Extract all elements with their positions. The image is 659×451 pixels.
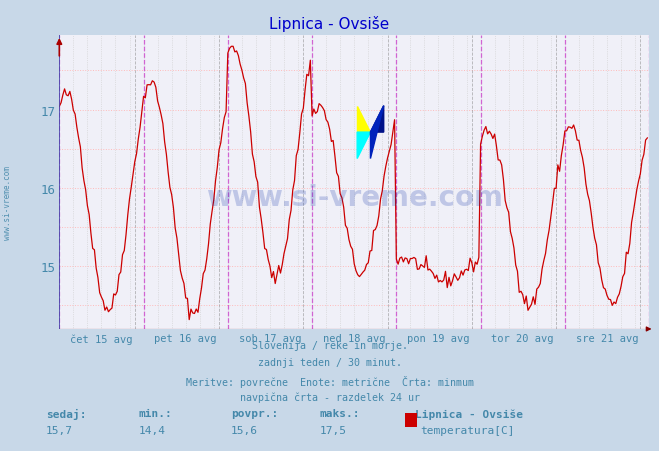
Text: Slovenija / reke in morje.: Slovenija / reke in morje. [252, 341, 407, 350]
Text: zadnji teden / 30 minut.: zadnji teden / 30 minut. [258, 358, 401, 368]
Text: povpr.:: povpr.: [231, 408, 278, 418]
Polygon shape [357, 106, 370, 133]
Text: Lipnica - Ovsiše: Lipnica - Ovsiše [415, 408, 523, 419]
Text: min.:: min.: [138, 408, 172, 418]
Text: maks.:: maks.: [320, 408, 360, 418]
Text: Meritve: povrečne  Enote: metrične  Črta: minmum: Meritve: povrečne Enote: metrične Črta: … [185, 375, 474, 387]
Text: www.si-vreme.com: www.si-vreme.com [206, 184, 503, 211]
Text: www.si-vreme.com: www.si-vreme.com [3, 166, 13, 240]
Text: 15,6: 15,6 [231, 425, 258, 435]
Text: navpična črta - razdelek 24 ur: navpična črta - razdelek 24 ur [239, 392, 420, 402]
Polygon shape [370, 106, 384, 159]
Text: Lipnica - Ovsiše: Lipnica - Ovsiše [270, 16, 389, 32]
Text: 15,7: 15,7 [46, 425, 73, 435]
Text: sedaj:: sedaj: [46, 408, 86, 419]
Text: 17,5: 17,5 [320, 425, 347, 435]
Polygon shape [357, 133, 370, 159]
Text: 14,4: 14,4 [138, 425, 165, 435]
Text: temperatura[C]: temperatura[C] [420, 425, 515, 435]
Polygon shape [370, 106, 384, 133]
